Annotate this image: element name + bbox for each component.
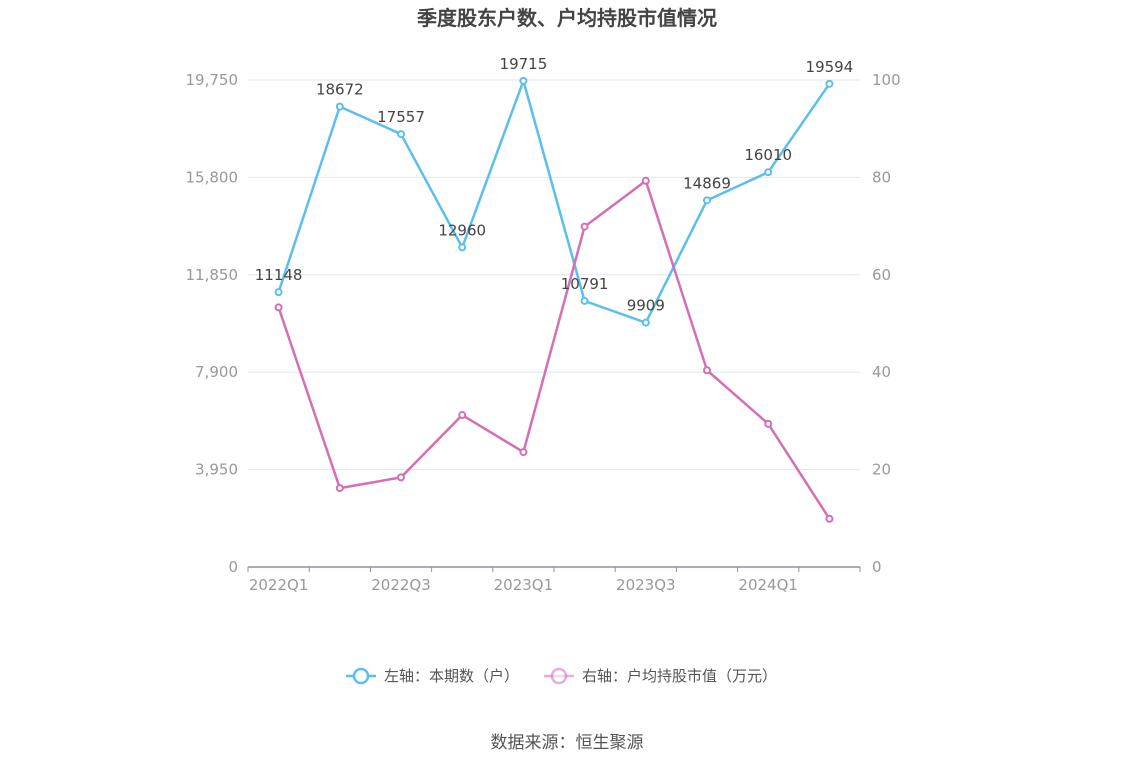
y-right-tick-label: 100 — [872, 71, 901, 89]
data-point — [458, 411, 467, 420]
y-left-tick-label: 0 — [228, 558, 238, 576]
y-right-tick-label: 80 — [872, 168, 891, 186]
y-axis-left: 0 3,950 7,900 11,850 15,800 19,750 — [186, 71, 239, 576]
data-label: 17557 — [377, 108, 425, 126]
y-left-tick-label: 11,850 — [186, 266, 239, 284]
series-group — [274, 76, 834, 523]
data-label: 11148 — [255, 266, 303, 284]
y-right-tick-label: 60 — [872, 266, 891, 284]
data-point — [764, 419, 773, 428]
y-right-tick-label: 0 — [872, 558, 882, 576]
y-left-tick-label: 7,900 — [195, 363, 238, 381]
data-point — [519, 448, 528, 457]
data-point — [825, 79, 834, 88]
y-left-tick-label: 19,750 — [186, 71, 239, 89]
data-label: 10791 — [561, 275, 609, 293]
data-point — [764, 168, 773, 177]
data-point — [519, 76, 528, 85]
x-tick-label: 2023Q3 — [616, 576, 676, 594]
data-point — [397, 130, 405, 139]
y-right-tick-label: 20 — [872, 461, 891, 479]
data-point — [703, 366, 711, 375]
x-tick-label: 2023Q1 — [494, 576, 554, 594]
data-label: 14869 — [683, 174, 731, 192]
series-line-2 — [277, 179, 831, 520]
data-point — [825, 514, 834, 523]
legend-label: 左轴：本期数（户） — [384, 667, 519, 685]
y-left-tick-label: 3,950 — [195, 461, 238, 479]
data-point — [335, 484, 344, 493]
data-labels: 11148 18672 17557 12960 19715 10791 9909 14869 1… — [255, 55, 854, 315]
data-point — [641, 318, 650, 327]
data-label: 18672 — [316, 81, 364, 99]
data-label: 19715 — [500, 55, 548, 73]
data-point — [458, 243, 467, 252]
source-text: 数据来源：恒生聚源 — [491, 733, 644, 753]
data-point — [397, 473, 405, 482]
data-label: 12960 — [438, 221, 486, 239]
x-tick-label: 2022Q3 — [371, 576, 431, 594]
chart-title: 季度股东户数、户均持股市值情况 — [416, 6, 717, 30]
data-label: 16010 — [744, 146, 792, 164]
legend-marker — [550, 667, 568, 685]
y-axis-right: 0 20 40 60 80 100 — [872, 71, 901, 576]
legend-marker — [352, 667, 370, 685]
series-line-1 — [277, 79, 831, 324]
data-point — [274, 303, 283, 312]
y-right-tick-label: 40 — [872, 363, 891, 381]
data-label: 9909 — [627, 297, 665, 315]
x-axis: 2022Q1 2022Q3 2023Q1 2023Q3 2024Q1 — [247, 566, 861, 594]
data-point — [335, 102, 344, 111]
gridlines — [248, 79, 860, 471]
data-point — [641, 176, 650, 185]
y-left-tick-label: 15,800 — [186, 168, 239, 186]
data-label: 19594 — [806, 58, 854, 76]
legend-item-1[interactable]: 左轴：本期数（户） — [346, 667, 519, 685]
legend-item-2[interactable]: 右轴：户均持股市值（万元） — [544, 667, 777, 685]
legend[interactable]: 左轴：本期数（户） 右轴：户均持股市值（万元） — [346, 667, 777, 685]
data-point — [580, 296, 589, 305]
data-point — [580, 222, 589, 231]
data-point — [274, 288, 283, 297]
data-point — [703, 196, 711, 205]
x-tick-label: 2022Q1 — [249, 576, 309, 594]
x-tick-label: 2024Q1 — [738, 576, 798, 594]
legend-label: 右轴：户均持股市值（万元） — [582, 667, 777, 685]
